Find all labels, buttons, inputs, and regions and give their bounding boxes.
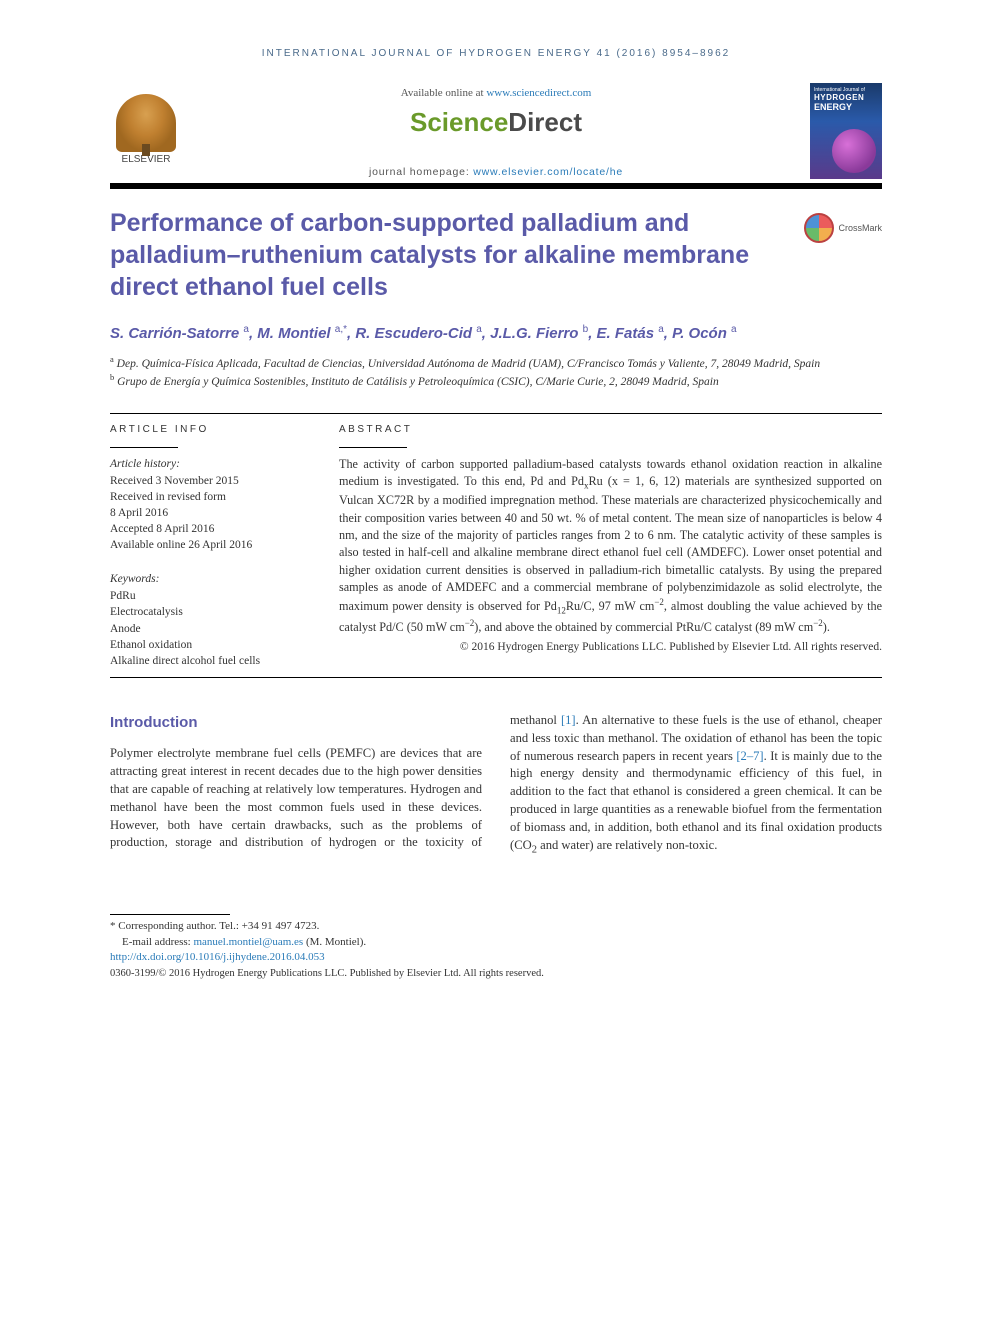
info-subrule [110, 447, 178, 448]
issn-copyright-line: 0360-3199/© 2016 Hydrogen Energy Publica… [110, 968, 882, 979]
keyword: Electrocatalysis [110, 604, 305, 620]
history-heading: Article history: [110, 456, 305, 472]
body-paragraph: Polymer electrolyte membrane fuel cells … [110, 712, 882, 859]
email-link[interactable]: manuel.montiel@uam.es [193, 936, 303, 948]
doi-link[interactable]: http://dx.doi.org/10.1016/j.ijhydene.201… [110, 951, 325, 963]
introduction-heading: Introduction [110, 712, 482, 733]
corresponding-author-note: * Corresponding author. Tel.: +34 91 497… [110, 919, 882, 934]
history-line: Received 3 November 2015 [110, 473, 305, 489]
available-online-line: Available online at www.sciencedirect.co… [198, 87, 794, 99]
crossmark-icon [804, 213, 834, 243]
crossmark-badge[interactable]: CrossMark [804, 213, 882, 243]
abstract-text: The activity of carbon supported palladi… [339, 456, 882, 637]
journal-reference: INTERNATIONAL JOURNAL OF HYDROGEN ENERGY… [110, 48, 882, 59]
ref-link[interactable]: [2–7] [736, 749, 763, 763]
email-label: E-mail address: [122, 936, 193, 948]
abstract-subrule [339, 447, 407, 448]
article-info-column: ARTICLE INFO Article history: Received 3… [110, 424, 305, 669]
keywords-heading: Keywords: [110, 571, 305, 587]
cover-title: HYDROGEN [810, 93, 882, 102]
affiliation-line: b Grupo de Energía y Química Sostenibles… [110, 372, 882, 390]
homepage-prefix: journal homepage: [369, 166, 473, 178]
article-history: Article history: Received 3 November 201… [110, 456, 305, 554]
sciencedirect-logo[interactable]: ScienceDirect [198, 107, 794, 138]
cover-top-text: International Journal of [810, 83, 882, 93]
page-footer: * Corresponding author. Tel.: +34 91 497… [110, 914, 882, 978]
body-text: Introduction Polymer electrolyte membran… [110, 712, 882, 859]
journal-cover[interactable]: International Journal of HYDROGEN ENERGY [810, 83, 882, 179]
cover-subtitle: ENERGY [810, 102, 882, 112]
abstract-column: ABSTRACT The activity of carbon supporte… [339, 424, 882, 669]
corr-tel: Tel.: +34 91 497 4723. [219, 920, 319, 932]
email-line: E-mail address: manuel.montiel@uam.es (M… [110, 935, 882, 950]
history-line: Received in revised form [110, 489, 305, 505]
sd-logo-part2: Direct [508, 107, 582, 137]
keyword: PdRu [110, 588, 305, 604]
abstract-label: ABSTRACT [339, 424, 882, 435]
publisher-header: ELSEVIER Available online at www.science… [110, 83, 882, 179]
article-title: Performance of carbon-supported palladiu… [110, 207, 784, 303]
crossmark-label: CrossMark [838, 223, 882, 233]
abstract-end-rule [110, 677, 882, 678]
affiliations: a Dep. Química-Física Aplicada, Facultad… [110, 354, 882, 391]
sciencedirect-link[interactable]: www.sciencedirect.com [486, 87, 591, 99]
elsevier-tree-icon [116, 94, 176, 152]
keyword: Anode [110, 621, 305, 637]
history-line: Available online 26 April 2016 [110, 537, 305, 553]
authors-list: S. Carrión-Satorre a, M. Montiel a,*, R.… [110, 323, 882, 344]
keyword: Ethanol oxidation [110, 637, 305, 653]
available-prefix: Available online at [401, 87, 487, 99]
history-line: Accepted 8 April 2016 [110, 521, 305, 537]
history-line: 8 April 2016 [110, 505, 305, 521]
homepage-line: journal homepage: www.elsevier.com/locat… [198, 166, 794, 178]
footnotes: * Corresponding author. Tel.: +34 91 497… [110, 919, 882, 965]
keyword: Alkaline direct alcohol fuel cells [110, 653, 305, 669]
homepage-link[interactable]: www.elsevier.com/locate/he [473, 166, 623, 178]
elsevier-logo[interactable]: ELSEVIER [110, 83, 182, 165]
header-center: Available online at www.sciencedirect.co… [198, 83, 794, 178]
corr-label: * Corresponding author. [110, 920, 219, 932]
keywords-block: Keywords: PdRuElectrocatalysisAnodeEthan… [110, 571, 305, 669]
abstract-copyright: © 2016 Hydrogen Energy Publications LLC.… [339, 641, 882, 653]
article-info-label: ARTICLE INFO [110, 424, 305, 435]
email-suffix: (M. Montiel). [303, 936, 366, 948]
sd-logo-part1: Science [410, 107, 508, 137]
ref-link[interactable]: [1] [561, 713, 576, 727]
cover-orb-icon [832, 129, 876, 173]
separator [110, 413, 882, 414]
footnote-rule [110, 914, 230, 915]
affiliation-line: a Dep. Química-Física Aplicada, Facultad… [110, 354, 882, 372]
